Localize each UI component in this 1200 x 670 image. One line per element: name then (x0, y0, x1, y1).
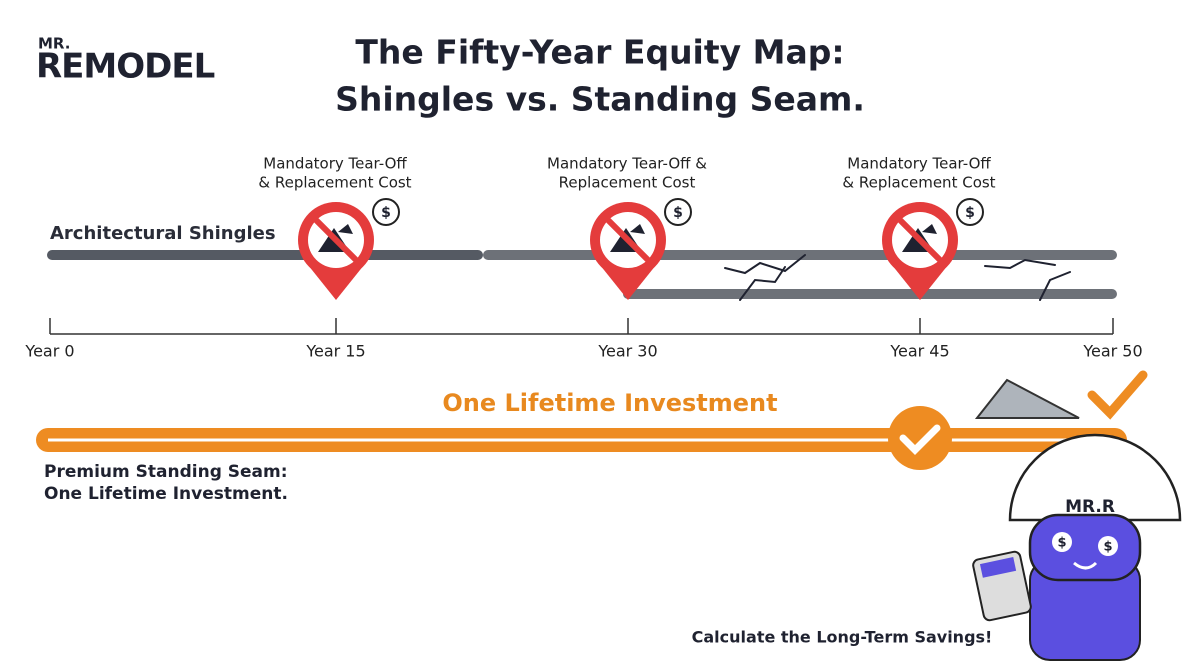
no-sign (313, 217, 359, 263)
no-sign (605, 217, 651, 263)
marker-label: & Replacement Cost (842, 174, 995, 192)
logo-main: REMODEL (36, 47, 215, 87)
shingle-bars (47, 250, 1117, 301)
cost-bubble (664, 198, 692, 226)
tick-label: Year 0 (24, 342, 74, 361)
cost-icon: $ (381, 205, 391, 221)
timeline: Year 0 Year 15 Year 30 Year 45 Year 50 (24, 318, 1143, 361)
marker-label: Mandatory Tear-Off (263, 155, 407, 173)
title-line: The Fifty-Year Equity Map: (355, 33, 844, 72)
logo-top: MR. (38, 35, 70, 53)
no-sign (897, 217, 943, 263)
title-line: Shingles vs. Standing Seam. (335, 80, 865, 119)
seam-heading: One Lifetime Investment (442, 389, 777, 417)
seam-label: One Lifetime Investment. (44, 484, 288, 504)
mascot-helmet-text: MR.R (1065, 497, 1115, 517)
call-to-action[interactable]: Calculate the Long-Term Savings! (692, 628, 993, 647)
tick-label: Year 50 (1082, 342, 1142, 361)
cost-bubble (956, 198, 984, 226)
marker-label: & Replacement Cost (258, 174, 411, 192)
marker: Mandatory Tear-Off& Replacement Cost $ (258, 155, 412, 300)
cost-bubble (372, 198, 400, 226)
seam-label: Premium Standing Seam: (44, 462, 288, 482)
cost-icon: $ (965, 205, 975, 221)
roof-icon (974, 378, 1080, 419)
marker: Mandatory Tear-Off& Replacement Cost $ (842, 155, 996, 300)
mascot: $ $ MR.R (972, 433, 1182, 661)
marker-label: Mandatory Tear-Off & (547, 155, 707, 173)
check-icon (1087, 370, 1148, 420)
tick-label: Year 15 (305, 342, 365, 361)
shingles-label: Architectural Shingles (50, 223, 276, 244)
marker: Mandatory Tear-Off &Replacement Cost $ (547, 155, 707, 300)
check-badge (888, 406, 952, 470)
mascot-eye: $ (1057, 536, 1066, 551)
cost-icon: $ (673, 205, 683, 221)
marker-label: Mandatory Tear-Off (847, 155, 991, 173)
marker-label: Replacement Cost (559, 174, 696, 192)
mascot-eye: $ (1103, 540, 1112, 555)
tick-label: Year 45 (889, 342, 949, 361)
check-icon (899, 424, 941, 455)
tick-label: Year 30 (597, 342, 657, 361)
markers: Mandatory Tear-Off& Replacement Cost$Man… (258, 155, 996, 300)
